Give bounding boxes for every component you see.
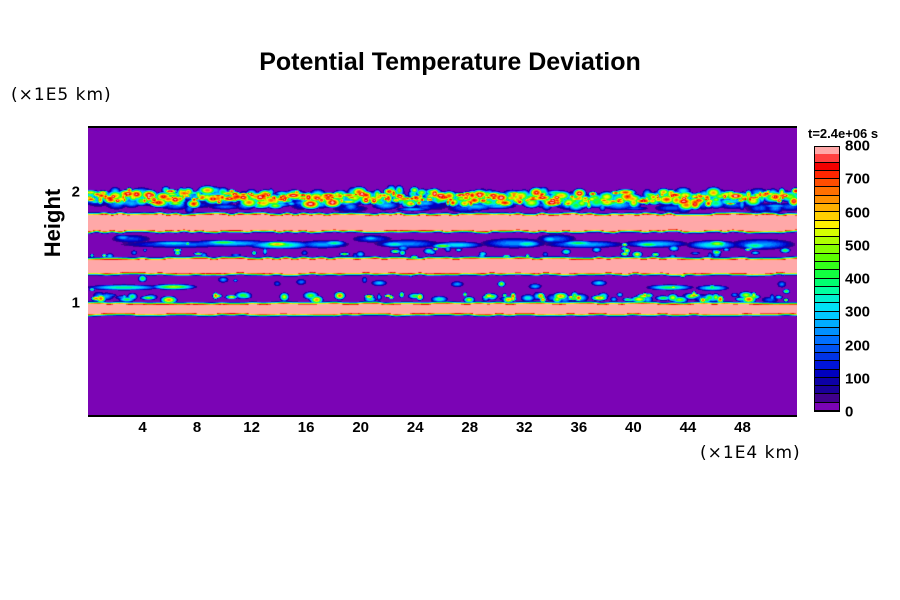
x-tick-label: 44 xyxy=(679,419,697,436)
colorbar-segment xyxy=(815,203,839,213)
page-title: Potential Temperature Deviation xyxy=(259,48,641,76)
colorbar-segment xyxy=(815,162,839,171)
colorbar-segment xyxy=(815,344,839,354)
x-tick-label: 20 xyxy=(352,419,370,436)
x-tick-label: 40 xyxy=(625,419,642,436)
colorbar-segment xyxy=(815,154,839,163)
colorbar-segment xyxy=(815,336,839,345)
colorbar-tick-label: 0 xyxy=(845,403,854,421)
colorbar-segment xyxy=(815,303,839,312)
heatmap-canvas xyxy=(88,128,797,415)
x-axis-units-label: (×1E4 km) xyxy=(700,443,801,463)
x-tick-label: 16 xyxy=(297,419,315,436)
colorbar-segment xyxy=(815,170,839,180)
colorbar-segment xyxy=(815,195,839,204)
x-tick-label: 4 xyxy=(138,419,147,436)
colorbar-tick-label: 800 xyxy=(845,137,871,155)
y-tick-label: 1 xyxy=(71,294,80,312)
x-tick-label: 28 xyxy=(461,419,479,436)
colorbar-segment xyxy=(815,328,839,337)
colorbar-tick-label: 100 xyxy=(845,370,871,388)
colorbar-segment xyxy=(815,319,839,329)
colorbar-segment xyxy=(815,187,839,196)
colorbar-segment xyxy=(815,311,839,320)
colorbar-segment xyxy=(815,286,839,296)
x-tick-label: 32 xyxy=(515,419,533,436)
y-axis-units-label: (×1E5 km) xyxy=(11,85,112,105)
x-tick-label: 24 xyxy=(406,419,424,436)
colorbar-segment xyxy=(815,270,839,279)
colorbar-segment xyxy=(815,245,839,254)
colorbar-segment xyxy=(815,212,839,221)
colorbar-segment xyxy=(815,179,839,188)
colorbar-tick-label: 300 xyxy=(845,303,871,321)
colorbar-segment xyxy=(815,253,839,262)
colorbar-tick-label: 400 xyxy=(845,270,871,288)
x-tick-label: 8 xyxy=(192,419,202,436)
colorbar-segment xyxy=(815,147,839,155)
colorbar-tick-label: 500 xyxy=(845,237,871,255)
colorbar-segment xyxy=(815,353,839,362)
colorbar-segment xyxy=(815,361,839,370)
colorbar-segment xyxy=(815,278,839,287)
colorbar-segment xyxy=(815,237,839,246)
x-tick-label: 48 xyxy=(734,419,751,436)
colorbar-segment xyxy=(815,228,839,238)
colorbar-segment xyxy=(815,369,839,378)
x-tick-label: 12 xyxy=(243,419,260,436)
colorbar-segment xyxy=(815,295,839,304)
colorbar-segment xyxy=(815,402,839,411)
colorbar xyxy=(814,146,840,412)
y-tick-label: 2 xyxy=(71,183,80,201)
colorbar-segment xyxy=(815,220,839,229)
timestamp-label: t=2.4e+06 s xyxy=(808,126,879,141)
colorbar-segment xyxy=(815,377,839,387)
colorbar-tick-label: 700 xyxy=(845,170,871,188)
colorbar-segment xyxy=(815,394,839,403)
colorbar-tick-label: 200 xyxy=(845,337,871,354)
x-tick-label: 36 xyxy=(570,419,588,436)
plot-area xyxy=(88,126,797,417)
colorbar-tick-label: 600 xyxy=(845,204,871,221)
colorbar-segment xyxy=(815,386,839,395)
colorbar-segment xyxy=(815,261,839,271)
